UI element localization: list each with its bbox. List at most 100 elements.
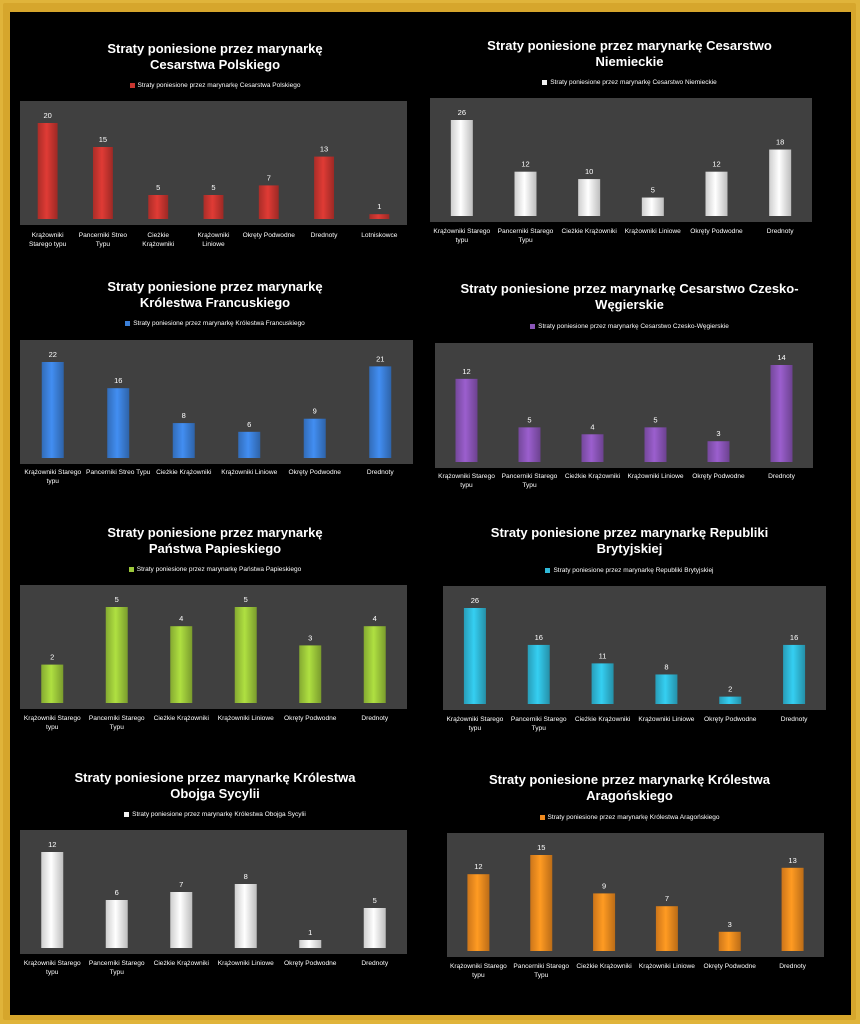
bars-svg: 26 12 10 5 12 18 (450, 108, 792, 216)
chart-title: Straty poniesione przez marynarkę Republ… (490, 525, 769, 556)
bar (593, 893, 616, 951)
bar-value-label: 16 (114, 376, 122, 385)
bar-value-label: 6 (115, 888, 119, 897)
bar (578, 179, 601, 216)
bar (203, 195, 224, 219)
category-axis: Krążowniki Starego typu Pancerniki Stareg… (447, 963, 824, 993)
bar-value-label: 20 (43, 111, 51, 120)
bar-value-label: 12 (48, 840, 56, 849)
category-label: Drednoty (768, 473, 795, 480)
chart-legend: Straty poniesione przez marynarkę Króles… (15, 811, 415, 819)
bar-value-label: 18 (776, 138, 784, 147)
category-label: Okręty Podwodne (284, 960, 337, 967)
category-axis: Krążowniki Starego typu Pancerniki Stareg… (20, 715, 407, 745)
category-label: Drednoty (780, 716, 808, 723)
chart-legend: Straty poniesione przez marynarkę Państw… (15, 566, 415, 574)
bars-svg: 12 5 4 5 3 14 (455, 353, 793, 462)
category-label: Krążowniki Starego typu (24, 469, 82, 485)
page-frame: Straty poniesione przez marynarkę Cesars… (3, 3, 856, 1020)
bar (234, 607, 257, 703)
bar (781, 867, 804, 951)
category-label: Cieżkie Krążowniki (564, 473, 621, 480)
bar (299, 940, 322, 948)
category-label: Cieżkie Krążowniki (576, 963, 632, 970)
bar (463, 608, 486, 704)
bar (238, 431, 261, 458)
bars-svg: 20 15 5 5 7 13 1 (37, 111, 390, 219)
bar (105, 900, 128, 948)
bar (530, 855, 553, 951)
category-axis: Krążowniki Starego typu Pancerniki Stareg… (20, 960, 407, 990)
category-label: Pancerniki Starego Typu (88, 960, 145, 976)
category-label: Krążowniki Starego typu (28, 232, 67, 248)
bar (170, 892, 193, 948)
bar (527, 644, 550, 704)
category-axis: Krążowniki Starego typu Pancerniki Stareg… (443, 716, 826, 746)
legend-label: Straty poniesione przez marynarkę Republ… (553, 567, 714, 574)
bar (581, 434, 604, 462)
bar (770, 365, 793, 462)
category-label: Krążowniki Liniowe (624, 228, 681, 235)
bar-value-label: 1 (308, 928, 312, 937)
bar-value-label: 13 (788, 856, 796, 865)
bar-value-label: 12 (462, 367, 470, 376)
bar (455, 378, 478, 462)
bar (107, 388, 130, 458)
category-label: Krążowniki Liniowe (638, 963, 695, 970)
chart-legend: Straty poniesione przez marynarkę Króles… (427, 814, 832, 822)
plot-area: 12 6 7 8 1 5 (20, 830, 407, 954)
bar (369, 214, 390, 219)
chart-title: Straty poniesione przez marynarkę Króles… (74, 770, 356, 801)
category-label: Pancerniki Starego Typu (497, 228, 554, 244)
bar-value-label: 26 (471, 596, 479, 605)
bar (41, 852, 64, 948)
chart-legend: Straty poniesione przez marynarkę Cesars… (427, 323, 832, 331)
category-label: Drednoty (766, 228, 794, 235)
bar-value-label: 3 (716, 429, 720, 438)
bar (148, 195, 169, 219)
bar (591, 663, 614, 704)
chart-panel-krolestwo-aragonskie: Straty poniesione przez marynarkę Króles… (427, 767, 832, 1007)
bar-value-label: 11 (599, 651, 607, 660)
bar-value-label: 2 (50, 653, 54, 662)
chart-title: Straty poniesione przez marynarkę Cesars… (487, 38, 772, 69)
bar-value-label: 26 (458, 108, 466, 117)
bar-value-label: 10 (585, 167, 593, 176)
chart-panel-krolestwo-francuskie: Straty poniesione przez marynarkę Króles… (15, 277, 415, 502)
plot-area: 26 12 10 5 12 18 (430, 98, 812, 222)
bar-value-label: 15 (99, 135, 107, 144)
bar (450, 120, 473, 216)
bar-value-label: 21 (376, 354, 384, 363)
category-label: Okręty Podwodne (692, 473, 745, 480)
plot-area: 12 15 9 7 3 13 (447, 833, 824, 957)
bar-value-label: 7 (267, 173, 271, 182)
plot-area: 20 15 5 5 7 13 1 (20, 101, 407, 225)
bar (234, 884, 257, 948)
legend-swatch (530, 323, 536, 329)
bar-value-label: 5 (527, 415, 531, 424)
category-label: Krążowniki Starego typu (446, 716, 504, 732)
category-label: Krążowniki Liniowe (221, 469, 278, 476)
bar (783, 644, 806, 704)
bar-value-label: 9 (313, 407, 317, 416)
bar-value-label: 6 (247, 420, 251, 429)
category-axis: Krążowniki Starego typu Pancerniki Stareg… (435, 473, 813, 503)
category-label: Krążowniki Liniowe (627, 473, 684, 480)
category-label: Krążowniki Liniowe (217, 960, 274, 967)
legend-swatch (129, 82, 135, 88)
category-label: Drednoty (366, 469, 394, 476)
plot-area: 26 16 11 8 2 16 (443, 586, 826, 710)
category-label: Drednoty (361, 960, 389, 967)
chart-legend: Straty poniesione przez marynarkę Cesars… (427, 79, 832, 87)
chart-legend: Straty poniesione przez marynarkę Króles… (15, 320, 415, 328)
category-label: Pancerniki Starego Typu (501, 473, 558, 489)
chart-title: Straty poniesione przez marynarkę Cesars… (460, 281, 799, 312)
bar (170, 626, 193, 703)
bar (363, 626, 386, 703)
legend-label: Straty poniesione przez marynarkę Cesars… (538, 323, 729, 330)
bar-value-label: 3 (308, 633, 312, 642)
legend-label: Straty poniesione przez marynarkę Króles… (132, 811, 306, 818)
category-axis: Krążowniki Starego typu Pancerniki Streo … (20, 469, 413, 499)
chart-panel-czesko-wegierskie: Straty poniesione przez marynarkę Cesars… (427, 277, 832, 502)
category-label: Okręty Podwodne (242, 232, 295, 239)
